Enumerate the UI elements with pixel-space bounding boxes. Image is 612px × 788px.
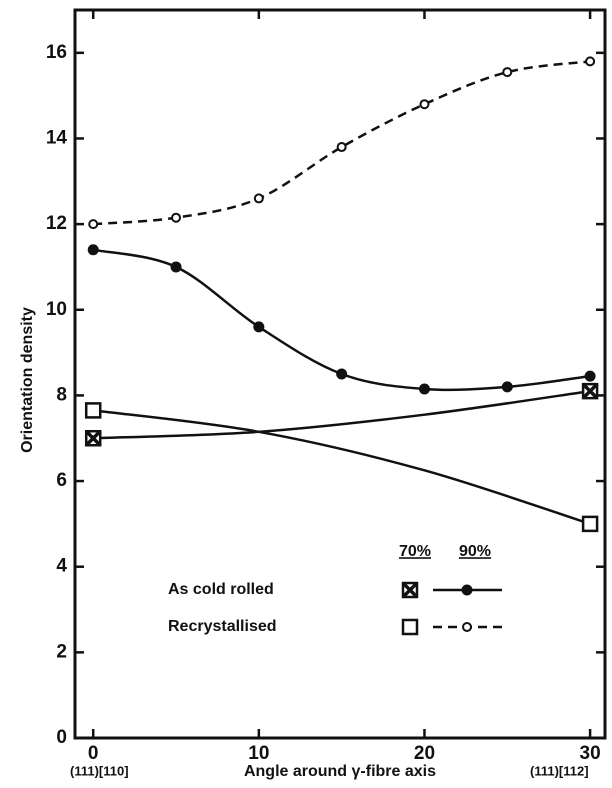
- y-tick-label: 0: [56, 727, 67, 748]
- marker: [336, 368, 348, 380]
- y-tick-label: 16: [46, 42, 67, 63]
- marker: [401, 618, 419, 636]
- marker: [419, 99, 430, 110]
- marker: [418, 383, 430, 395]
- marker: [87, 244, 99, 256]
- marker: [336, 142, 347, 153]
- x-tick-label: 10: [248, 743, 269, 764]
- marker: [88, 219, 99, 230]
- marker: [585, 56, 596, 67]
- x-tick-label: 0: [88, 743, 99, 764]
- marker: [581, 515, 599, 533]
- y-tick-label: 12: [46, 213, 67, 234]
- marker: [171, 212, 182, 223]
- marker: [253, 321, 265, 333]
- y-tick-label: 6: [56, 470, 67, 491]
- marker: [502, 67, 513, 78]
- y-tick-label: 14: [46, 127, 68, 148]
- y-tick-label: 10: [46, 299, 67, 320]
- x-axis-label: Angle around γ-fibre axis: [244, 763, 436, 780]
- marker: [170, 261, 182, 273]
- marker-cross: [581, 382, 599, 400]
- x-tick-label: 20: [414, 743, 435, 764]
- marker: [462, 622, 472, 632]
- x-end-label: (111)[110]: [70, 763, 129, 778]
- series-line: [93, 389, 591, 440]
- marker: [501, 381, 513, 393]
- series-line: [93, 409, 591, 526]
- legend-column-header: 90%: [459, 543, 491, 560]
- marker: [84, 402, 102, 419]
- marker: [461, 584, 473, 596]
- x-tick-label: 30: [580, 743, 601, 764]
- legend-column-header: 70%: [399, 543, 431, 560]
- legend-row-label: As cold rolled: [168, 581, 274, 598]
- x-end-label: (111)[112]: [530, 763, 589, 778]
- marker: [253, 193, 264, 204]
- marker-cross: [84, 429, 102, 447]
- plot-frame: [73, 8, 607, 740]
- y-tick-label: 2: [56, 641, 67, 662]
- y-tick-label: 4: [56, 556, 67, 577]
- y-tick-label: 8: [56, 384, 67, 405]
- y-axis-label: Orientation density: [19, 307, 36, 453]
- legend-row-label: Recrystallised: [168, 618, 277, 635]
- marker-cross: [401, 581, 419, 599]
- marker: [584, 370, 596, 382]
